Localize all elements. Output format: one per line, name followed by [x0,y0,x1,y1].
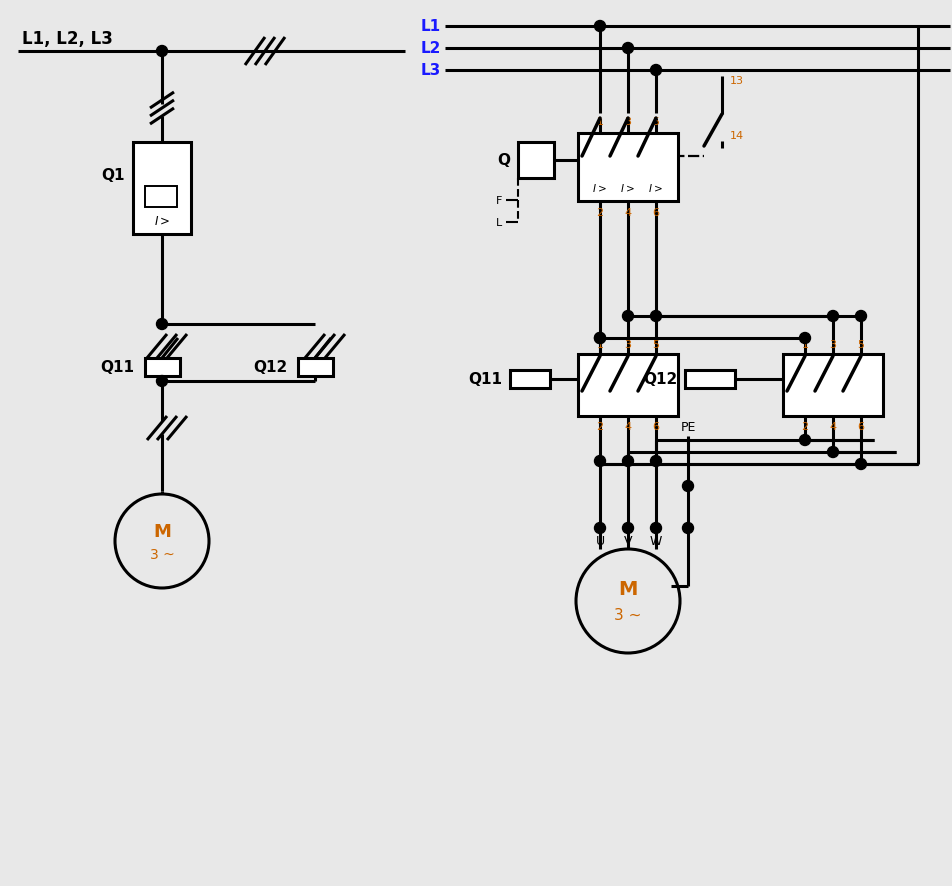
Circle shape [650,523,661,534]
Circle shape [594,21,605,33]
Circle shape [682,481,693,492]
Text: L1, L2, L3: L1, L2, L3 [22,30,112,48]
Circle shape [594,523,605,534]
Bar [578,354,677,416]
Circle shape [682,523,693,534]
Circle shape [156,46,168,58]
Text: 5: 5 [857,339,863,350]
Text: Q: Q [497,153,509,168]
Circle shape [826,447,838,458]
Circle shape [622,43,633,54]
Bar [145,359,179,377]
Text: 4: 4 [828,422,836,431]
Circle shape [622,456,633,467]
Circle shape [855,459,865,470]
Text: Q1: Q1 [102,167,125,183]
Circle shape [594,333,605,344]
Bar [145,187,177,208]
Text: 1: 1 [596,339,603,350]
Text: 14: 14 [729,131,744,141]
Text: 3: 3 [828,339,836,350]
Circle shape [650,66,661,76]
Text: 2: 2 [801,422,807,431]
Text: L3: L3 [421,64,441,79]
Circle shape [156,376,168,387]
Circle shape [826,311,838,323]
Text: 3: 3 [624,339,631,350]
Circle shape [622,311,633,323]
Text: 13: 13 [729,76,744,86]
Text: F: F [495,196,502,206]
Text: 3 ~: 3 ~ [614,608,641,623]
Circle shape [650,311,661,323]
Circle shape [622,523,633,534]
Text: L2: L2 [420,42,441,57]
Text: Q12: Q12 [253,360,288,375]
Circle shape [594,333,605,344]
Circle shape [156,319,168,330]
Text: 3: 3 [624,117,631,127]
Text: 1: 1 [596,117,603,127]
Text: $I>$: $I>$ [591,182,605,194]
Bar [509,370,549,389]
Bar [297,359,332,377]
Circle shape [799,435,809,446]
Text: Q12: Q12 [642,372,676,387]
Text: Q11: Q11 [467,372,502,387]
Text: 2: 2 [596,422,603,431]
Text: 3 ~: 3 ~ [149,548,174,562]
Circle shape [594,456,605,467]
Text: M: M [153,523,170,540]
Text: 5: 5 [652,339,659,350]
Bar [518,143,553,179]
Text: L1: L1 [421,19,441,35]
Text: $I>$: $I>$ [619,182,634,194]
Text: M: M [618,579,637,599]
Text: 5: 5 [652,117,659,127]
Text: L: L [495,218,502,228]
Text: 6: 6 [652,422,659,431]
Text: W: W [649,534,662,548]
Text: $I>$: $I>$ [153,215,170,229]
Bar [684,370,734,389]
Text: U: U [595,534,604,548]
Bar [133,143,190,235]
Text: 1: 1 [801,339,807,350]
Text: Q11: Q11 [100,360,134,375]
Text: 4: 4 [624,422,631,431]
Circle shape [650,456,661,467]
Circle shape [855,311,865,323]
Bar [578,134,677,202]
Bar [783,354,883,416]
Text: PE: PE [680,421,695,433]
Text: 6: 6 [857,422,863,431]
Text: 4: 4 [624,207,631,218]
Text: $I>$: $I>$ [647,182,662,194]
Text: 6: 6 [652,207,659,218]
Circle shape [799,333,809,344]
Text: V: V [624,534,631,548]
Text: 2: 2 [596,207,603,218]
